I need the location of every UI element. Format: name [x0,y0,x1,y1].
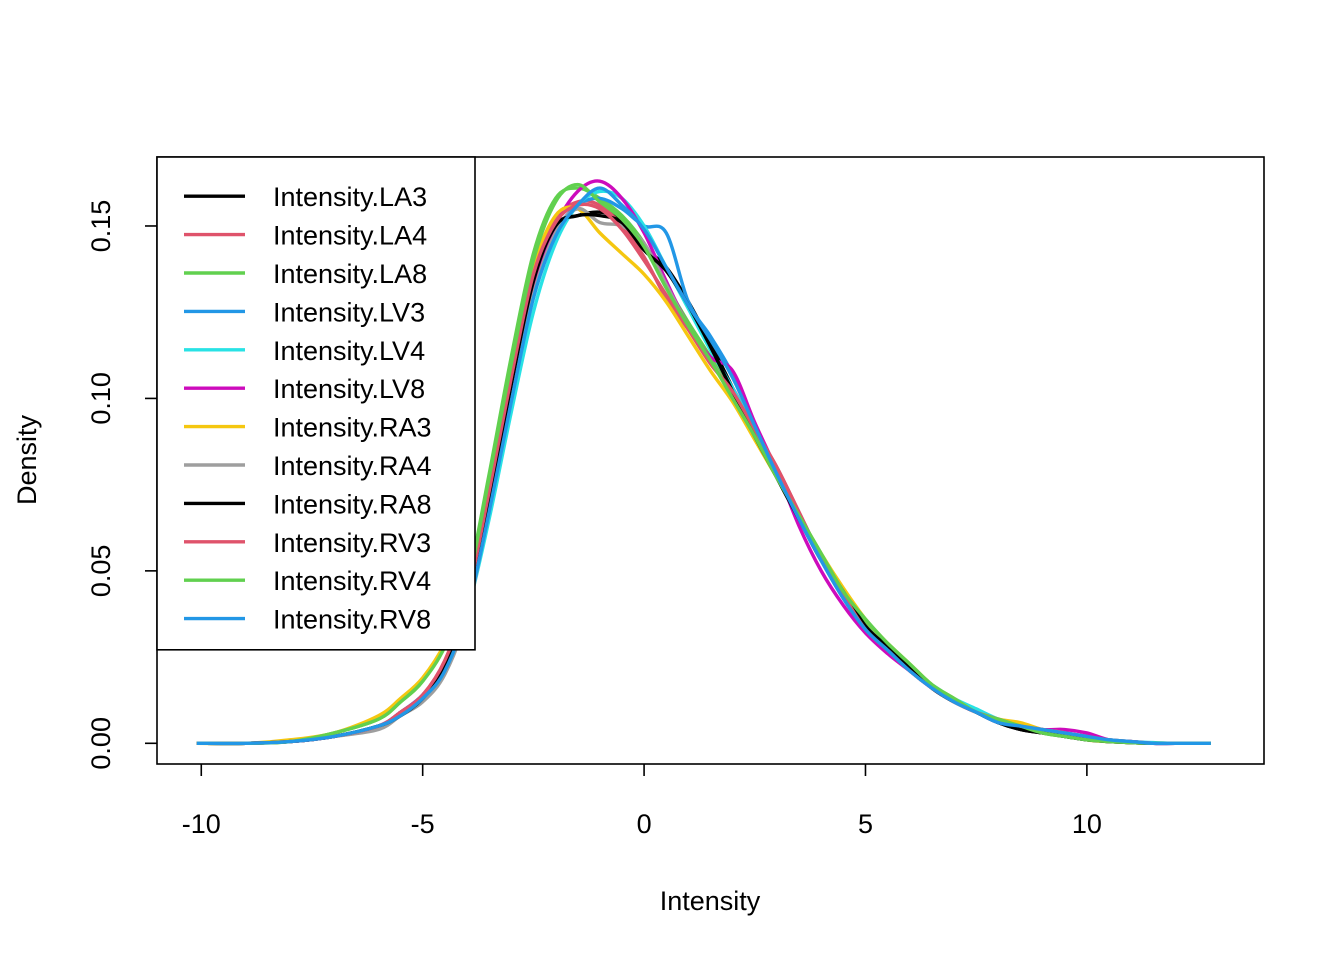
legend-label: Intensity.LV8 [273,374,425,404]
y-axis-title: Density [12,414,42,505]
legend-label: Intensity.LV4 [273,336,425,366]
legend-label: Intensity.RV3 [273,528,431,558]
y-tick-label: 0.00 [86,717,116,770]
x-tick-label: -5 [411,809,435,839]
legend-label: Intensity.LA4 [273,221,427,251]
x-axis-title: Intensity [660,886,761,916]
series-line-12 [196,186,1211,746]
legend-label: Intensity.RA8 [273,489,432,519]
legend-label: Intensity.RA3 [273,413,432,443]
legend-label: Intensity.LA3 [273,182,427,212]
x-axis: -10 -5 0 5 10 [182,764,1102,839]
x-tick-label: 0 [637,809,652,839]
y-tick-label: 0.10 [86,372,116,425]
legend-label: Intensity.LV3 [273,297,425,327]
y-tick-label: 0.05 [86,545,116,598]
x-tick-label: 5 [858,809,873,839]
legend-label: Intensity.RA4 [273,451,432,481]
y-tick-label: 0.15 [86,200,116,253]
legend-label: Intensity.RV4 [273,566,431,596]
y-axis: 0.00 0.05 0.10 0.15 [86,200,157,770]
legend-label: Intensity.RV8 [273,605,431,635]
legend-label: Intensity.LA8 [273,259,427,289]
x-tick-label: -10 [182,809,221,839]
legend-box [156,156,476,651]
legend: Intensity.LA3 Intensity.LA4 Intensity.LA8 I… [156,156,476,651]
x-tick-label: 10 [1072,809,1102,839]
